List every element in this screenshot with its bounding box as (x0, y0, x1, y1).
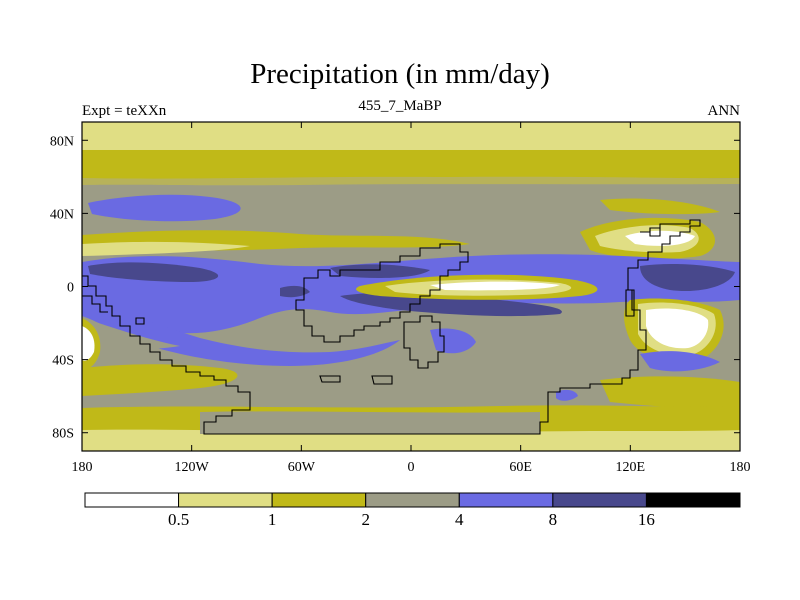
field-north-atlantic-blue (88, 194, 241, 222)
colorbar: 0.5 1 2 4 8 16 (84, 492, 741, 529)
colorbar-label: 4 (455, 510, 464, 529)
contour-fields (82, 122, 740, 451)
colorbar-swatch (365, 492, 460, 508)
y-tick-label: 0 (67, 281, 74, 296)
map-title: Precipitation (in mm/day) (250, 58, 550, 90)
y-tick-label: 40S (52, 354, 74, 369)
supercontinent-outline (82, 219, 701, 435)
x-tick-label: 60E (509, 460, 532, 475)
y-tick-label: 80S (52, 427, 74, 442)
colorbar-label: 1 (268, 510, 277, 529)
west-coast-outline (82, 295, 108, 313)
small-island-5 (649, 227, 661, 237)
y-tick-label: 40N (50, 207, 74, 222)
colorbar-label: 2 (361, 510, 370, 529)
central-landmass-outline (295, 243, 469, 343)
field-dark-blue-1 (88, 262, 219, 282)
field-small-blue (556, 389, 578, 401)
x-tick-label: 120W (175, 460, 210, 475)
colorbar-swatch (84, 492, 180, 508)
field-south-yellow-e (600, 376, 740, 410)
small-island-3 (135, 317, 145, 325)
field-north-yellow (82, 150, 740, 180)
colorbar-swatch (645, 492, 741, 508)
field-dark-blue-3 (340, 292, 562, 317)
field-antarctic-light (82, 429, 740, 451)
season-label: ANN (707, 103, 741, 119)
x-tick-label: 60W (288, 460, 316, 475)
field-mid-gray (245, 198, 430, 214)
field-dark-blue-5 (280, 285, 310, 298)
field-dark-blue-2 (330, 264, 430, 278)
colorbar-label: 0.5 (168, 510, 189, 529)
colorbar-swatch (271, 492, 367, 508)
axis-ticks: 180 120W 60W 0 60E 120E 180 80N 40N 0 40S 80S (50, 122, 751, 475)
field-pacific-yellow-n (600, 198, 720, 215)
y-tick-label: 80N (50, 134, 74, 149)
field-aus-white (646, 308, 709, 349)
field-dark-blue-4 (640, 264, 735, 292)
x-tick-label: 180 (72, 460, 93, 475)
field-subtropical-light-n (82, 241, 250, 256)
field-sw-white (82, 326, 95, 361)
southern-landmass-outline (403, 315, 445, 369)
field-spcz-gray (82, 318, 180, 350)
small-island-1 (319, 375, 341, 383)
colorbar-swatch (178, 492, 273, 508)
small-island-4 (625, 289, 635, 317)
field-asia-white (625, 230, 695, 246)
field-north-transition (82, 176, 740, 186)
colorbar-swatch (458, 492, 554, 508)
colorbar-swatch (552, 492, 647, 508)
colorbar-label: 16 (638, 510, 655, 529)
field-antarctic-gray (200, 411, 540, 434)
period-label: 455_7_MaBP (358, 98, 442, 114)
field-s-africa-blue (430, 328, 476, 354)
continent-outlines (82, 219, 701, 435)
colorbar-label: 8 (549, 510, 558, 529)
x-tick-label: 0 (408, 460, 415, 475)
small-island-2 (371, 375, 393, 385)
field-spcz-blue (82, 300, 400, 366)
field-eq-white (430, 281, 560, 291)
field-se-blue (640, 351, 720, 372)
experiment-label: Expt = teXXn (82, 103, 167, 119)
x-tick-label: 180 (730, 460, 751, 475)
x-tick-label: 120E (616, 460, 646, 475)
